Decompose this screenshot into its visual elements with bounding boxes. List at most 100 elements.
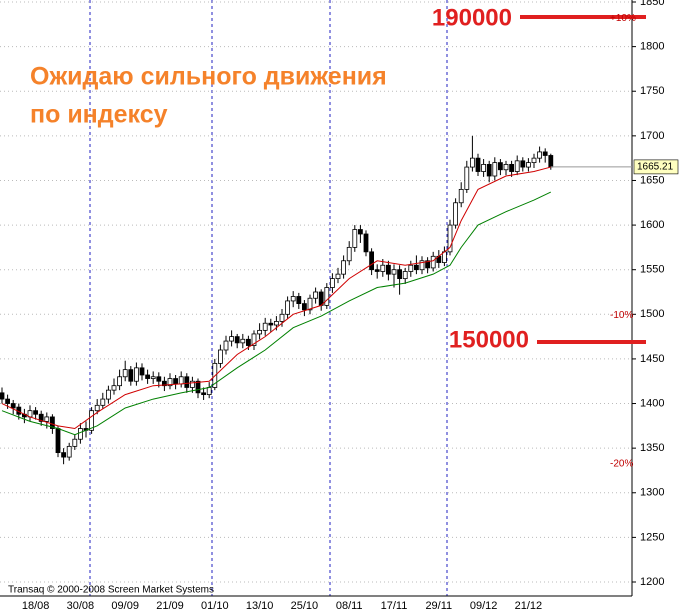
candle-body <box>548 155 554 168</box>
y-tick-label: 1400 <box>640 397 664 409</box>
price-label: 1665.21 <box>637 162 674 173</box>
y-tick-label: 1800 <box>640 41 664 53</box>
candle-body <box>133 367 139 382</box>
candle-body <box>279 313 285 322</box>
candle-body <box>178 376 184 385</box>
x-tick-label: 29/11 <box>425 600 452 612</box>
x-tick-label: 01/10 <box>201 600 229 612</box>
candle-body <box>313 291 319 299</box>
percent-label: -20% <box>610 459 633 470</box>
y-tick-label: 1700 <box>640 130 664 142</box>
candle-body <box>50 416 55 429</box>
candle-body <box>111 385 117 391</box>
x-tick-label: 08/11 <box>336 600 363 612</box>
footer: Transaq © 2000-2008 Screen Market System… <box>8 585 214 596</box>
candle-body <box>509 163 515 172</box>
candle-body <box>117 376 122 387</box>
y-tick-label: 1200 <box>640 576 664 588</box>
candle-body <box>201 392 207 396</box>
candle-body <box>61 452 66 458</box>
candle-body <box>0 392 5 400</box>
candle-body <box>352 229 358 248</box>
candle-body <box>430 255 436 269</box>
candle-body <box>531 157 537 164</box>
candle-body <box>374 269 380 272</box>
candle-body <box>223 340 229 351</box>
x-tick-label: 13/10 <box>246 600 274 612</box>
candle-body <box>453 202 459 226</box>
candle-body <box>167 378 173 387</box>
candle-body <box>301 303 307 311</box>
candle-body <box>285 300 291 315</box>
candle-body <box>78 428 83 440</box>
candle-body <box>100 398 106 406</box>
candle-body <box>145 374 151 379</box>
candle-body <box>161 380 167 387</box>
candle-body <box>89 410 94 431</box>
candle-body <box>419 260 425 271</box>
y-tick-label: 1500 <box>640 308 664 320</box>
candle-body <box>245 338 251 346</box>
candle-body <box>128 369 134 382</box>
candle-body <box>150 376 156 379</box>
annotation: Ожидаю сильного движения <box>30 63 387 91</box>
moving-average <box>1 191 552 436</box>
candle-body <box>307 297 313 311</box>
candle-body <box>503 163 509 171</box>
candle-body <box>380 264 386 272</box>
candle-body <box>229 336 235 342</box>
annotation: 150000 <box>449 326 529 353</box>
candle-body <box>385 264 391 275</box>
y-tick-label: 1250 <box>640 531 664 543</box>
candle-body <box>324 287 330 306</box>
y-tick-label: 1350 <box>640 442 664 454</box>
price-box <box>633 159 679 175</box>
candle-body <box>234 336 240 344</box>
candle-body <box>173 378 179 385</box>
candle-body <box>464 166 470 190</box>
candle-body <box>290 296 296 302</box>
candle-body <box>329 278 335 288</box>
candle-body <box>5 398 10 404</box>
candle-body <box>537 151 542 159</box>
candle-body <box>492 162 498 177</box>
candle-body <box>341 260 347 275</box>
candle-body <box>425 260 431 269</box>
y-tick-label: 1750 <box>640 85 664 97</box>
candle-body <box>139 367 145 376</box>
candle-body <box>475 157 481 172</box>
candle-body <box>206 387 212 396</box>
x-tick-label: 25/10 <box>291 600 319 612</box>
candle-body <box>402 271 408 280</box>
candle-body <box>363 233 369 253</box>
x-tick-label: 09/12 <box>470 600 498 612</box>
candle-body <box>369 251 375 271</box>
candle-body <box>413 264 419 271</box>
candle-body <box>184 376 190 388</box>
candle-body <box>514 160 520 172</box>
x-tick-label: 21/12 <box>515 600 543 612</box>
candle-body <box>66 445 72 458</box>
candle-body <box>268 322 274 326</box>
percent-label: +10% <box>610 13 636 24</box>
candle-body <box>44 416 50 422</box>
candle-body <box>257 329 263 335</box>
candle-body <box>335 273 341 280</box>
candle-body <box>542 151 548 156</box>
candle-body <box>262 322 268 331</box>
candle-body <box>447 224 453 253</box>
percent-label: -10% <box>610 310 633 321</box>
candle-body <box>486 163 492 177</box>
candle-body <box>94 404 100 412</box>
candle-body <box>217 349 223 364</box>
candle-body <box>469 157 475 168</box>
x-tick-label: 09/09 <box>111 600 139 612</box>
y-tick-label: 1300 <box>640 487 664 499</box>
candle-body <box>195 380 201 394</box>
candle-body <box>497 162 503 171</box>
candle-body <box>10 403 16 409</box>
y-tick-label: 1450 <box>640 353 664 365</box>
candle-body <box>55 428 61 454</box>
y-tick-label: 1850 <box>640 0 664 8</box>
